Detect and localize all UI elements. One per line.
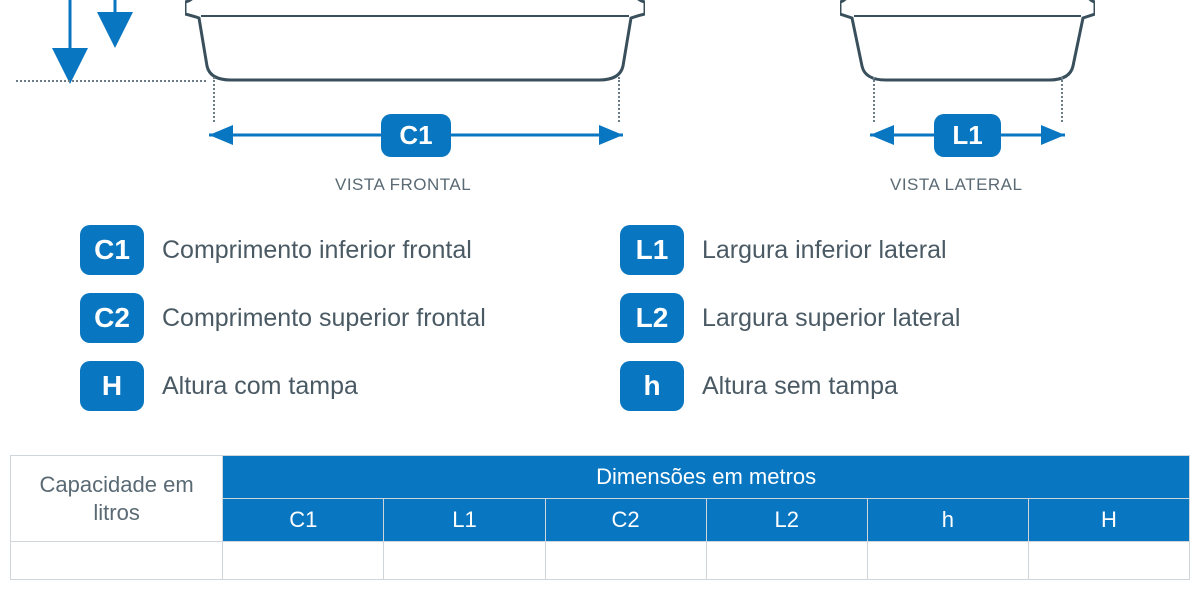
- th-col: H: [1028, 499, 1189, 542]
- table-cell: [223, 542, 384, 580]
- th-col: h: [867, 499, 1028, 542]
- legend-text: Comprimento superior frontal: [162, 304, 486, 333]
- legend-text: Largura inferior lateral: [702, 236, 947, 265]
- vertical-height-arrows: [15, 0, 175, 120]
- legend-item-c1: C1 Comprimento inferior frontal: [80, 225, 600, 275]
- table-cell: [545, 542, 706, 580]
- table-cell: [706, 542, 867, 580]
- legend-text: Largura superior lateral: [702, 304, 960, 333]
- th-col: C2: [545, 499, 706, 542]
- legend-badge: H: [80, 361, 144, 411]
- legend-badge: L2: [620, 293, 684, 343]
- legend-badge: C2: [80, 293, 144, 343]
- dimension-badge-l1: L1: [934, 114, 1000, 157]
- legend-item-l2: L2 Largura superior lateral: [620, 293, 1140, 343]
- legend-badge: L1: [620, 225, 684, 275]
- tank-side-outline: [840, 0, 1095, 110]
- legend-text: Comprimento inferior frontal: [162, 236, 472, 265]
- arrow-right-icon: [599, 125, 623, 145]
- th-col: L2: [706, 499, 867, 542]
- table-cell: [11, 542, 223, 580]
- legend-item-c2: C2 Comprimento superior frontal: [80, 293, 600, 343]
- diagram-area: C1 L1 VISTA FRONTAL VISTA LATERAL: [0, 0, 1200, 210]
- tank-front-outline: [185, 0, 645, 110]
- arrow-left-icon: [209, 125, 233, 145]
- legend: C1 Comprimento inferior frontal L1 Largu…: [80, 225, 1140, 411]
- legend-item-h: h Altura sem tampa: [620, 361, 1140, 411]
- legend-text: Altura com tampa: [162, 372, 358, 401]
- table-row: [11, 542, 1190, 580]
- th-col: C1: [223, 499, 384, 542]
- legend-item-l1: L1 Largura inferior lateral: [620, 225, 1140, 275]
- legend-item-H: H Altura com tampa: [80, 361, 600, 411]
- baseline-dotted: [16, 80, 206, 82]
- arrow-left-icon: [870, 125, 894, 145]
- legend-badge: C1: [80, 225, 144, 275]
- dimension-c1: C1: [209, 115, 623, 155]
- caption-side: VISTA LATERAL: [890, 175, 1022, 195]
- th-dimensions: Dimensões em metros: [223, 456, 1190, 499]
- legend-text: Altura sem tampa: [702, 372, 898, 401]
- dimension-l1: L1: [870, 115, 1065, 155]
- caption-front: VISTA FRONTAL: [335, 175, 471, 195]
- table-cell: [867, 542, 1028, 580]
- th-capacity: Capacidade em litros: [11, 456, 223, 542]
- th-col: L1: [384, 499, 545, 542]
- dimensions-table: Capacidade em litros Dimensões em metros…: [10, 455, 1190, 580]
- table-cell: [384, 542, 545, 580]
- arrow-right-icon: [1041, 125, 1065, 145]
- table-cell: [1028, 542, 1189, 580]
- dimension-badge-c1: C1: [381, 114, 450, 157]
- legend-badge: h: [620, 361, 684, 411]
